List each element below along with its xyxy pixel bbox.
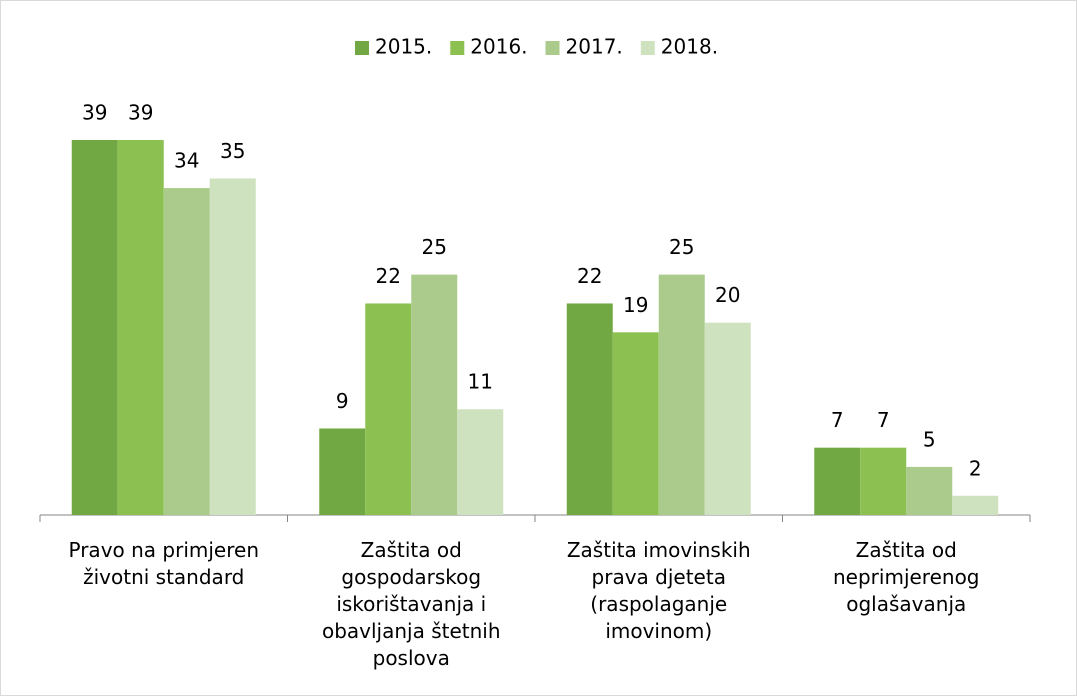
data-label: 19 <box>623 293 648 317</box>
bar <box>365 303 412 515</box>
bar <box>612 332 659 515</box>
bar <box>860 447 907 515</box>
legend-label: 2018. <box>661 35 718 59</box>
data-label: 39 <box>128 101 153 125</box>
legend-label: 2015. <box>375 35 432 59</box>
data-label: 25 <box>669 235 694 259</box>
data-label: 20 <box>715 283 740 307</box>
legend-swatch <box>640 41 655 55</box>
legend-swatch <box>450 41 465 55</box>
bar <box>209 178 256 515</box>
bar <box>319 428 366 515</box>
bar <box>952 495 999 515</box>
data-label: 9 <box>336 389 349 413</box>
bar <box>566 303 613 515</box>
data-label: 35 <box>220 139 245 163</box>
bar <box>814 447 861 515</box>
bar <box>411 274 458 515</box>
data-label: 7 <box>831 408 844 432</box>
data-label: 2 <box>969 456 982 480</box>
bar <box>704 322 751 515</box>
data-label: 39 <box>82 101 107 125</box>
data-label: 7 <box>877 408 890 432</box>
bar <box>71 140 118 515</box>
data-label: 25 <box>422 235 447 259</box>
legend-label: 2017. <box>566 35 623 59</box>
bar <box>906 466 953 515</box>
legend-swatch <box>545 41 560 55</box>
x-tick-label: Zaštita od neprimjerenog oglašavanja <box>833 538 980 616</box>
x-tick-label: Zaštita imovinskih prava djeteta (raspol… <box>566 538 751 643</box>
x-tick-label: Zaštita od gospodarskog iskorištavanja i… <box>321 538 501 670</box>
data-label: 11 <box>468 370 493 394</box>
legend-label: 2016. <box>470 35 527 59</box>
bar <box>457 409 504 515</box>
data-label: 5 <box>923 427 936 451</box>
data-label: 34 <box>174 149 199 173</box>
bar <box>658 274 705 515</box>
legend-swatch <box>355 41 369 55</box>
data-label: 22 <box>577 264 602 288</box>
bar <box>163 188 210 516</box>
data-label: 22 <box>376 264 401 288</box>
x-tick-label: Pravo na primjeren životni standard <box>68 538 260 589</box>
bar <box>117 140 164 515</box>
